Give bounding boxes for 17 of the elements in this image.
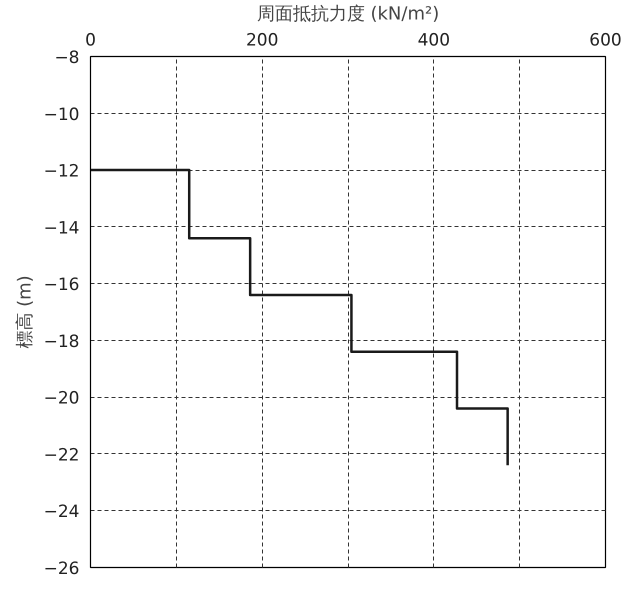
y-tick-label: −18 [44,332,80,352]
x-tick-label: 600 [589,30,622,50]
y-tick-label: −24 [44,502,80,522]
y-tick-label: −20 [44,388,80,409]
x-tick-label: 200 [246,30,278,50]
y-tick-label: −16 [44,275,80,296]
y-axis-title: 標高 (m) [14,275,36,349]
x-tick-label: 0 [85,30,96,50]
y-tick-label: −10 [44,104,80,125]
y-tick-label: −26 [44,559,80,579]
line-series [90,168,509,467]
y-tick-label: −22 [44,445,80,466]
y-tick-label: −12 [44,162,80,182]
x-tick-label: 400 [418,30,450,50]
y-tick-label: −14 [44,218,80,238]
y-tick-label: −8 [54,48,80,68]
x-axis-title: 周面抵抗力度 (kN/m²) [256,4,440,24]
